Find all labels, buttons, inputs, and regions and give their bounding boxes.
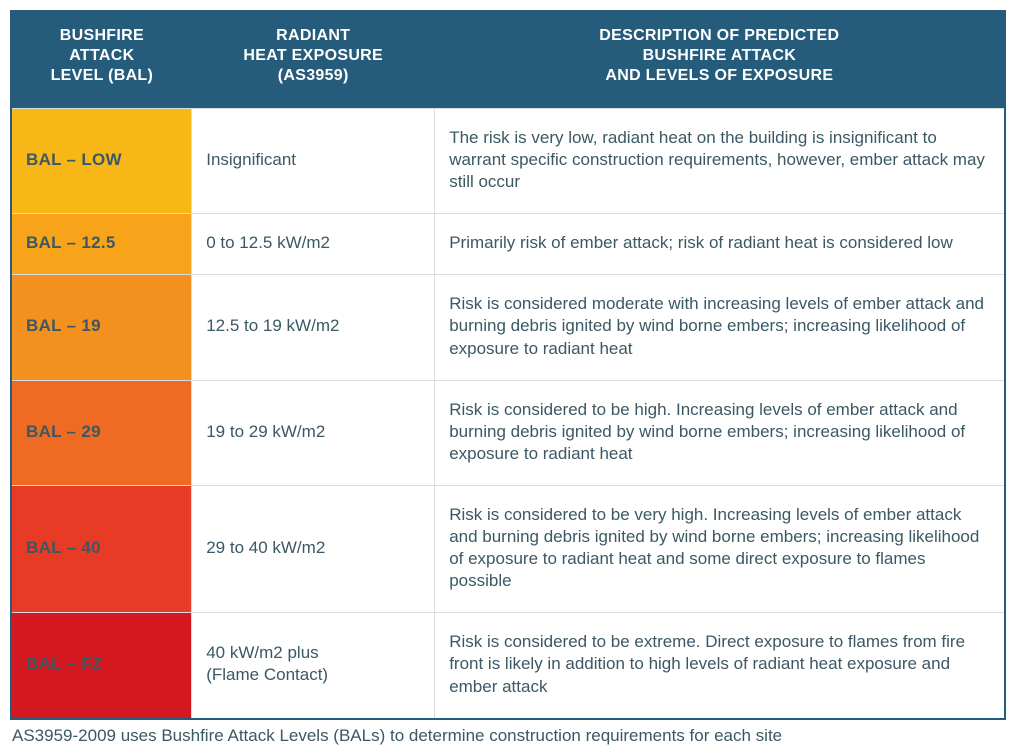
bal-level-cell: BAL – FZ (11, 613, 192, 719)
bal-level-cell: BAL – 12.5 (11, 214, 192, 275)
description-cell: Risk is considered to be very high. Incr… (435, 485, 1005, 612)
header-desc: DESCRIPTION OF PREDICTEDBUSHFIRE ATTACKA… (435, 11, 1005, 109)
table-body: BAL – LOW Insignificant The risk is very… (11, 109, 1005, 719)
table-row: BAL – LOW Insignificant The risk is very… (11, 109, 1005, 214)
footnote: AS3959-2009 uses Bushfire Attack Levels … (10, 720, 1006, 746)
table-row: BAL – 12.5 0 to 12.5 kW/m2 Primarily ris… (11, 214, 1005, 275)
heat-exposure-cell: 12.5 to 19 kW/m2 (192, 275, 435, 380)
bal-table: BUSHFIREATTACKLEVEL (BAL) RADIANTHEAT EX… (10, 10, 1006, 720)
bal-level-cell: BAL – 40 (11, 485, 192, 612)
heat-exposure-cell: Insignificant (192, 109, 435, 214)
table-row: BAL – 29 19 to 29 kW/m2 Risk is consider… (11, 380, 1005, 485)
heat-exposure-cell: 19 to 29 kW/m2 (192, 380, 435, 485)
bal-level-cell: BAL – 19 (11, 275, 192, 380)
table-row: BAL – 19 12.5 to 19 kW/m2 Risk is consid… (11, 275, 1005, 380)
heat-exposure-cell: 29 to 40 kW/m2 (192, 485, 435, 612)
description-cell: Risk is considered to be high. Increasin… (435, 380, 1005, 485)
bal-level-cell: BAL – 29 (11, 380, 192, 485)
table-header-row: BUSHFIREATTACKLEVEL (BAL) RADIANTHEAT EX… (11, 11, 1005, 109)
description-cell: Risk is considered moderate with increas… (435, 275, 1005, 380)
header-bal: BUSHFIREATTACKLEVEL (BAL) (11, 11, 192, 109)
bal-level-cell: BAL – LOW (11, 109, 192, 214)
description-cell: Risk is considered to be extreme. Direct… (435, 613, 1005, 719)
table-row: BAL – 40 29 to 40 kW/m2 Risk is consider… (11, 485, 1005, 612)
heat-exposure-cell: 40 kW/m2 plus(Flame Contact) (192, 613, 435, 719)
heat-exposure-cell: 0 to 12.5 kW/m2 (192, 214, 435, 275)
table-row: BAL – FZ 40 kW/m2 plus(Flame Contact) Ri… (11, 613, 1005, 719)
header-heat: RADIANTHEAT EXPOSURE(AS3959) (192, 11, 435, 109)
description-cell: Primarily risk of ember attack; risk of … (435, 214, 1005, 275)
description-cell: The risk is very low, radiant heat on th… (435, 109, 1005, 214)
